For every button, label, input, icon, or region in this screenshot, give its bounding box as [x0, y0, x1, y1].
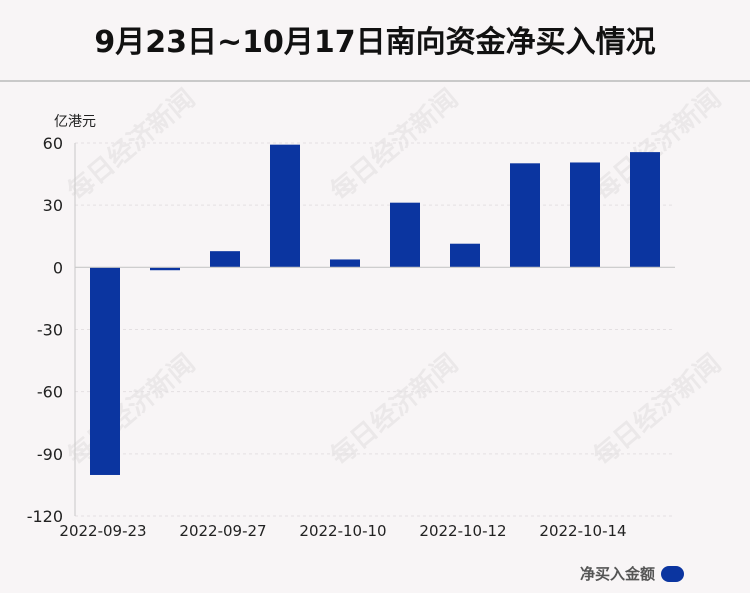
x-tick-label: 2022-09-23: [59, 522, 146, 540]
bar: [270, 144, 300, 268]
y-tick-label: 60: [43, 134, 63, 153]
x-tick-label: 2022-10-12: [419, 522, 506, 540]
legend-label: 净买入金额: [579, 565, 655, 583]
legend-swatch: [661, 565, 684, 582]
bar: [90, 267, 120, 475]
title-divider: [0, 80, 750, 82]
y-tick-label: -60: [37, 383, 63, 402]
x-tick-label: 2022-10-14: [539, 522, 626, 540]
chart-title: 9月23日~10月17日南向资金净买入情况: [94, 25, 656, 60]
y-tick-label: 30: [43, 196, 63, 215]
y-axis-unit-label: 亿港元: [54, 114, 96, 130]
y-tick-label: 0: [53, 258, 63, 277]
y-tick-label: -90: [37, 445, 63, 464]
y-tick-label: -120: [27, 507, 63, 526]
bar: [330, 259, 360, 268]
bar: [150, 267, 180, 271]
x-tick-label: 2022-09-27: [179, 522, 266, 540]
bar: [450, 243, 480, 268]
legend: 净买入金额: [580, 563, 684, 584]
x-tick-label: 2022-10-10: [299, 522, 386, 540]
bar: [570, 162, 600, 268]
y-tick-label: -30: [37, 321, 63, 340]
bar: [390, 202, 420, 268]
bar: [210, 251, 240, 268]
bar: [510, 163, 540, 268]
bar: [630, 152, 660, 268]
